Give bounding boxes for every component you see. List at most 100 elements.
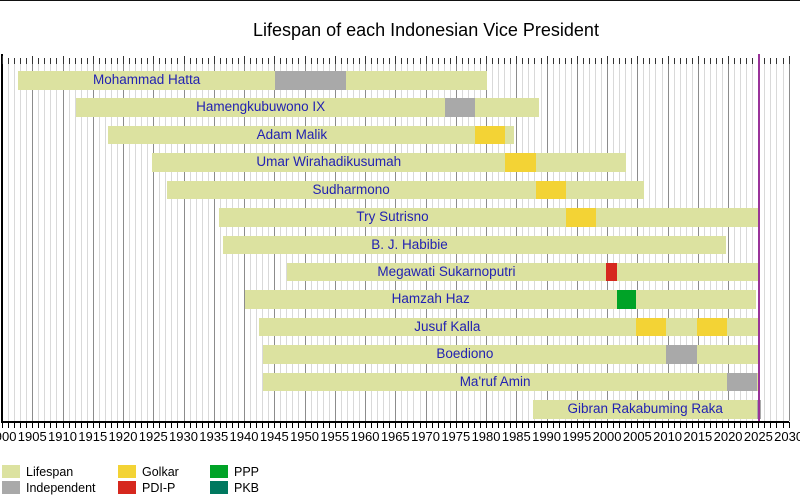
bottom-tick — [443, 422, 445, 428]
year-label: 1940 — [229, 429, 259, 444]
bottom-tick — [661, 422, 663, 428]
top-tick — [480, 58, 481, 64]
top-tick — [631, 58, 633, 64]
bottom-tick — [619, 422, 621, 428]
term-segment-independent — [444, 98, 476, 117]
top-tick — [401, 58, 403, 64]
top-tick — [340, 58, 342, 64]
bottom-tick — [534, 422, 536, 428]
top-tick — [268, 58, 270, 64]
term-segment-golkar — [565, 208, 597, 227]
bottom-tick — [576, 422, 578, 428]
top-tick — [522, 58, 524, 64]
year-label: 2020 — [713, 429, 743, 444]
top-tick — [607, 56, 609, 64]
bottom-tick — [38, 422, 40, 428]
lifespan-bar — [76, 98, 540, 117]
top-tick — [20, 58, 22, 64]
bottom-tick — [340, 422, 342, 428]
top-tick — [734, 58, 736, 64]
bottom-tick — [316, 422, 318, 428]
bottom-tick — [722, 422, 724, 428]
top-tick — [461, 58, 463, 64]
top-tick — [32, 56, 34, 64]
bottom-tick — [522, 422, 524, 428]
bottom-tick — [782, 422, 784, 428]
top-tick — [153, 56, 155, 64]
top-tick — [123, 56, 124, 64]
top-tick — [619, 58, 621, 64]
top-tick — [552, 58, 554, 64]
top-tick — [56, 58, 58, 64]
bar-label: Gibran Rakabuming Raka — [567, 401, 723, 417]
bottom-tick — [74, 422, 76, 428]
bottom-tick — [268, 422, 270, 428]
minor-gridline — [56, 64, 58, 421]
minor-gridline — [746, 64, 748, 421]
top-tick — [286, 58, 288, 64]
top-tick — [8, 58, 10, 64]
top-tick — [231, 58, 233, 64]
top-tick — [207, 58, 209, 64]
year-label: 1995 — [562, 429, 592, 444]
top-tick — [776, 58, 778, 64]
bottom-tick — [334, 422, 336, 428]
legend-label: Lifespan — [26, 465, 74, 479]
bottom-tick — [237, 422, 239, 428]
bottom-tick — [528, 422, 530, 428]
bottom-tick — [734, 422, 736, 428]
top-tick — [352, 58, 354, 64]
minor-gridline — [74, 64, 76, 421]
bottom-tick — [8, 422, 10, 428]
bottom-tick — [14, 422, 16, 428]
top-tick — [68, 58, 70, 64]
term-segment-independent — [726, 372, 758, 392]
bottom-tick — [2, 422, 3, 428]
top-tick — [473, 58, 475, 64]
minor-gridline — [86, 64, 88, 421]
year-label: 1910 — [48, 429, 77, 444]
top-tick — [709, 58, 711, 64]
top-tick — [177, 58, 179, 64]
lifespan-bar — [222, 235, 727, 255]
bar-label: Hamzah Haz — [391, 291, 470, 307]
bottom-tick — [377, 422, 379, 428]
bottom-tick — [552, 422, 554, 428]
bar-label: Mohammad Hatta — [92, 72, 201, 87]
bottom-tick — [44, 422, 46, 428]
top-tick — [183, 56, 185, 64]
bottom-tick — [213, 422, 215, 428]
bottom-tick — [492, 422, 494, 428]
bottom-tick — [358, 422, 360, 428]
bottom-tick — [219, 422, 221, 428]
bottom-tick — [20, 422, 22, 428]
bottom-tick — [461, 422, 463, 428]
major-gridline — [62, 58, 64, 421]
top-tick — [383, 58, 385, 64]
bottom-tick — [564, 422, 566, 428]
bottom-tick — [703, 422, 705, 428]
lifespan-bar — [219, 208, 759, 227]
legend-label: PDI-P — [142, 480, 176, 495]
top-tick — [649, 58, 651, 64]
top-tick — [328, 58, 330, 64]
bottom-tick — [449, 422, 451, 428]
bottom-tick — [643, 422, 645, 428]
major-gridline — [32, 58, 34, 421]
bottom-tick — [292, 422, 294, 428]
year-label: 2015 — [683, 429, 713, 444]
minor-gridline — [770, 64, 772, 421]
bottom-tick — [352, 422, 354, 428]
bar-label: B. J. Habibie — [371, 236, 448, 252]
major-gridline — [183, 58, 185, 421]
bottom-tick — [685, 422, 687, 428]
bottom-tick — [183, 422, 185, 428]
bottom-tick — [655, 422, 657, 428]
bottom-tick — [625, 422, 627, 428]
bottom-tick — [56, 422, 58, 428]
top-tick — [679, 58, 681, 64]
year-label: 2005 — [622, 429, 652, 444]
top-tick — [504, 58, 506, 64]
minor-gridline — [14, 64, 16, 421]
bottom-tick — [480, 422, 481, 428]
